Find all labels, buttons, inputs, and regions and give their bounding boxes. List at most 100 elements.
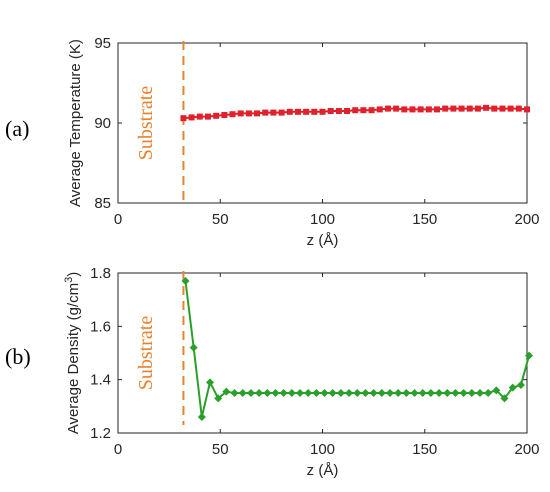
data-point xyxy=(287,389,296,397)
data-point xyxy=(246,389,255,397)
plot-frame xyxy=(117,42,528,204)
data-point xyxy=(213,112,220,119)
data-point xyxy=(255,389,264,397)
data-point xyxy=(344,108,351,114)
data-point xyxy=(394,389,403,397)
panel-label: (b) xyxy=(5,344,31,369)
data-point xyxy=(376,106,383,113)
data-point xyxy=(303,108,310,115)
data-point xyxy=(229,111,236,118)
data-point xyxy=(286,108,293,115)
series-markers xyxy=(180,104,530,122)
ticks: 0 50 100 150 200 1.2 1.4 1.6 1.8 xyxy=(90,265,539,458)
temperature-chart: 0 50 100 150 200 85 90 95 Substrate Average Tem… xyxy=(5,35,540,249)
data-point xyxy=(402,389,411,397)
data-point xyxy=(418,389,427,397)
data-point xyxy=(353,389,362,397)
data-point xyxy=(204,113,211,120)
data-point xyxy=(263,389,272,397)
data-point xyxy=(319,108,326,115)
data-point xyxy=(328,389,337,397)
data-point xyxy=(221,112,228,118)
data-point xyxy=(458,105,465,112)
data-point xyxy=(327,108,334,114)
data-point xyxy=(369,389,378,397)
data-point xyxy=(474,105,481,112)
data-point xyxy=(336,389,345,397)
data-point xyxy=(466,105,473,112)
data-point xyxy=(417,106,424,113)
ticks: 0 50 100 150 200 85 90 95 xyxy=(94,35,539,228)
x-tick-label: 150 xyxy=(412,211,437,228)
y-tick-label: 90 xyxy=(94,115,111,132)
data-point xyxy=(434,106,441,113)
substrate-label: Substrate xyxy=(135,86,157,161)
data-point xyxy=(296,389,305,397)
data-point xyxy=(401,106,408,113)
data-point xyxy=(393,105,400,112)
data-point xyxy=(484,389,493,397)
panel-label: (a) xyxy=(5,116,29,141)
data-point xyxy=(270,109,277,116)
data-point xyxy=(377,389,386,397)
data-point xyxy=(352,107,359,114)
y-tick-label: 1.6 xyxy=(90,318,111,335)
data-point xyxy=(254,110,261,117)
data-point xyxy=(499,105,506,112)
data-point xyxy=(214,394,223,403)
data-point xyxy=(475,389,484,397)
data-point xyxy=(384,105,391,112)
y-tick-label: 95 xyxy=(94,35,111,52)
data-point xyxy=(409,106,416,113)
x-tick-label: 0 xyxy=(114,211,122,228)
data-point xyxy=(516,381,525,389)
data-point xyxy=(311,108,318,115)
data-point xyxy=(368,107,375,114)
data-point xyxy=(271,389,280,397)
x-tick-label: 50 xyxy=(212,441,229,458)
data-point xyxy=(515,105,522,112)
data-point xyxy=(196,113,203,120)
substrate-label: Substrate xyxy=(135,316,157,391)
data-point xyxy=(426,389,435,397)
data-point xyxy=(435,389,444,397)
data-point xyxy=(180,115,187,122)
data-point xyxy=(294,108,301,115)
y-tick-label: 1.8 xyxy=(90,265,111,282)
data-point xyxy=(500,394,509,403)
x-axis-label: z (Å) xyxy=(307,462,339,479)
series-markers xyxy=(181,277,534,421)
data-point xyxy=(483,104,490,111)
y-tick-label: 1.4 xyxy=(90,372,111,389)
data-point xyxy=(459,389,468,397)
data-point xyxy=(442,105,449,112)
data-point xyxy=(245,110,252,117)
data-point xyxy=(304,389,313,397)
y-axis-label: Average Density (g/cm3) xyxy=(63,272,82,435)
data-point xyxy=(360,107,367,114)
data-point xyxy=(345,389,354,397)
y-axis-label-end: ) xyxy=(65,272,82,277)
data-point xyxy=(278,109,285,116)
y-axis-label-superscript: 3 xyxy=(63,277,75,283)
x-tick-label: 100 xyxy=(310,211,335,228)
data-point xyxy=(237,110,244,117)
data-point xyxy=(189,343,198,352)
data-point xyxy=(508,383,517,392)
data-point xyxy=(507,105,514,112)
x-tick-label: 100 xyxy=(310,441,335,458)
data-point xyxy=(467,389,476,397)
data-point xyxy=(335,108,342,114)
data-point xyxy=(222,387,231,396)
y-tick-label: 85 xyxy=(94,195,111,212)
data-point xyxy=(450,105,457,112)
data-point xyxy=(238,389,247,397)
x-tick-label: 150 xyxy=(412,441,437,458)
x-axis-label: z (Å) xyxy=(307,232,339,249)
density-chart: 0 50 100 150 200 1.2 1.4 1.6 1.8 Substrate Avera… xyxy=(5,265,540,479)
x-tick-label: 200 xyxy=(514,441,539,458)
x-tick-label: 200 xyxy=(514,211,539,228)
data-point xyxy=(385,389,394,397)
plot-frame xyxy=(117,272,528,434)
